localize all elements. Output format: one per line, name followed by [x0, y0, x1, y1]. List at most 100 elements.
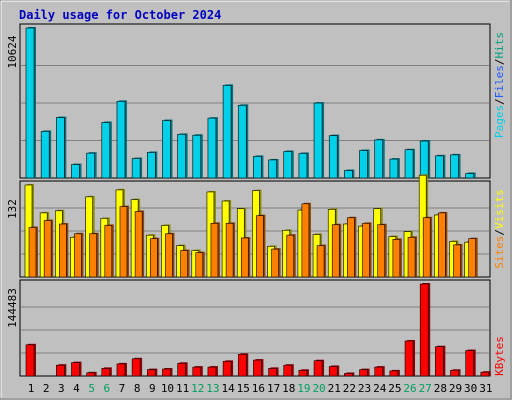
- hits-legend-sep: /: [493, 98, 506, 105]
- visits-sites-sites-bar: [301, 203, 310, 278]
- x-day-label: 8: [134, 382, 141, 395]
- hits-files-pages-bar: [283, 151, 293, 179]
- kbytes-bar: [374, 366, 384, 377]
- hits-files-pages-bar: [146, 152, 156, 179]
- x-day-label: 19: [297, 382, 310, 395]
- kbytes-bar: [71, 362, 80, 377]
- hits-files-pages-bar: [56, 117, 65, 179]
- hits-legend-pages: Pages: [493, 105, 506, 138]
- hits-files-pages-bar: [435, 155, 444, 179]
- x-day-label: 7: [119, 382, 126, 395]
- hits-legend-sep: /: [493, 59, 506, 66]
- hits-files-pages-bar: [465, 173, 474, 179]
- chart-title: Daily usage for October 2024: [19, 8, 221, 22]
- x-day-label: 11: [176, 382, 189, 395]
- kbytes-bar: [177, 362, 186, 377]
- hits-files-pages-bar: [237, 104, 247, 179]
- kbytes-bar: [192, 366, 202, 377]
- kbytes-bar: [268, 368, 277, 377]
- kbytes-bar: [419, 283, 429, 377]
- kbytes-bar: [298, 369, 308, 377]
- kbytes-bar: [253, 359, 262, 377]
- x-day-label: 28: [434, 382, 447, 395]
- visits-sites-ymax-label: 132: [6, 199, 19, 219]
- x-day-label: 6: [103, 382, 110, 395]
- x-day-label: 18: [282, 382, 295, 395]
- visits-sites-sites-bar: [347, 217, 355, 278]
- kbytes-legend: KBytes: [493, 336, 506, 376]
- visits-sites-sites-bar: [422, 217, 431, 278]
- visits-sites-sites-bar: [438, 212, 446, 278]
- x-day-label: 10: [161, 382, 174, 395]
- kbytes-bar: [56, 364, 65, 377]
- x-day-label: 29: [449, 382, 462, 395]
- hits-files-pages-bar: [25, 27, 35, 179]
- kbytes-bar: [146, 369, 156, 377]
- kbytes-bar: [25, 344, 35, 377]
- x-day-label: 5: [88, 382, 95, 395]
- visits-sites-sites-bar: [210, 223, 219, 278]
- x-day-label: 23: [358, 382, 371, 395]
- hits-files-pages-bar: [71, 164, 80, 179]
- hits-legend-hits: Hits: [493, 32, 506, 59]
- hits-files-pages-bar: [450, 154, 459, 179]
- visits-sites-sites-bar: [271, 248, 279, 278]
- visits-sites-sites-bar: [134, 211, 143, 278]
- x-day-label: 16: [252, 382, 265, 395]
- x-day-label: 9: [149, 382, 156, 395]
- visits-sites-sites-bar: [89, 233, 97, 278]
- x-day-label: 31: [479, 382, 492, 395]
- visits-sites-sites-bar: [331, 224, 340, 278]
- x-day-label: 20: [312, 382, 325, 395]
- hits-files-pages-bar: [404, 149, 414, 179]
- visits-sites-sites-bar: [119, 206, 128, 278]
- hits-files-pages-bar: [40, 131, 50, 179]
- visits-sites-sites-bar: [43, 220, 52, 278]
- visits-sites-sites-bar: [149, 238, 158, 278]
- kbytes-bar: [465, 350, 474, 377]
- x-day-label: 22: [343, 382, 356, 395]
- hits-files-pages-ymax-label: 10624: [6, 35, 19, 68]
- hits-files-pages-bar: [101, 122, 111, 179]
- hits-files-pages-bar: [419, 140, 429, 179]
- hits-files-pages-bar: [359, 150, 368, 179]
- kbytes-bar: [207, 366, 217, 377]
- visits-sites-sites-bar: [407, 236, 416, 278]
- visits-sites-sites-bar: [316, 245, 325, 278]
- kbytes-bar: [359, 369, 368, 377]
- visits-sites-sites-bar: [195, 252, 204, 278]
- visits-sites-sites-bar: [256, 215, 264, 278]
- visits-legend-sites: Sites: [493, 236, 506, 269]
- kbytes-bar: [480, 371, 490, 377]
- visits-sites-sites-bar: [362, 223, 370, 278]
- hits-files-pages-bar: [86, 152, 95, 179]
- visits-sites-sites-bar: [104, 225, 113, 278]
- kbytes-legend-kbytes: KBytes: [493, 336, 506, 376]
- kbytes-bar: [404, 340, 414, 377]
- x-day-label: 3: [58, 382, 65, 395]
- visits-legend-sep: /: [493, 229, 506, 236]
- hits-files-pages-bar: [177, 134, 186, 179]
- hits-files-pages-bar: [328, 135, 338, 179]
- kbytes-bar: [435, 346, 444, 377]
- x-day-label: 24: [373, 382, 387, 395]
- kbytes-bar: [101, 368, 111, 377]
- visits-sites-sites-bar: [377, 224, 386, 278]
- visits-sites-sites-bar: [165, 233, 173, 278]
- x-day-label: 17: [267, 382, 280, 395]
- x-day-label: 21: [328, 382, 341, 395]
- x-day-label: 1: [28, 382, 35, 395]
- visits-sites-sites-bar: [468, 238, 476, 278]
- hits-files-pages-bar: [116, 101, 126, 179]
- x-day-label: 13: [206, 382, 219, 395]
- kbytes-ymax-label: 144483: [6, 288, 19, 328]
- hits-files-pages-bar: [253, 156, 262, 179]
- hits-files-pages-bar: [344, 170, 353, 179]
- hits-legend: Pages/Files/Hits: [493, 32, 506, 138]
- hits-files-pages-bar: [313, 102, 323, 179]
- visits-sites-sites-bar: [74, 233, 82, 278]
- kbytes-bar: [237, 354, 247, 377]
- hits-files-pages-bar: [374, 139, 384, 179]
